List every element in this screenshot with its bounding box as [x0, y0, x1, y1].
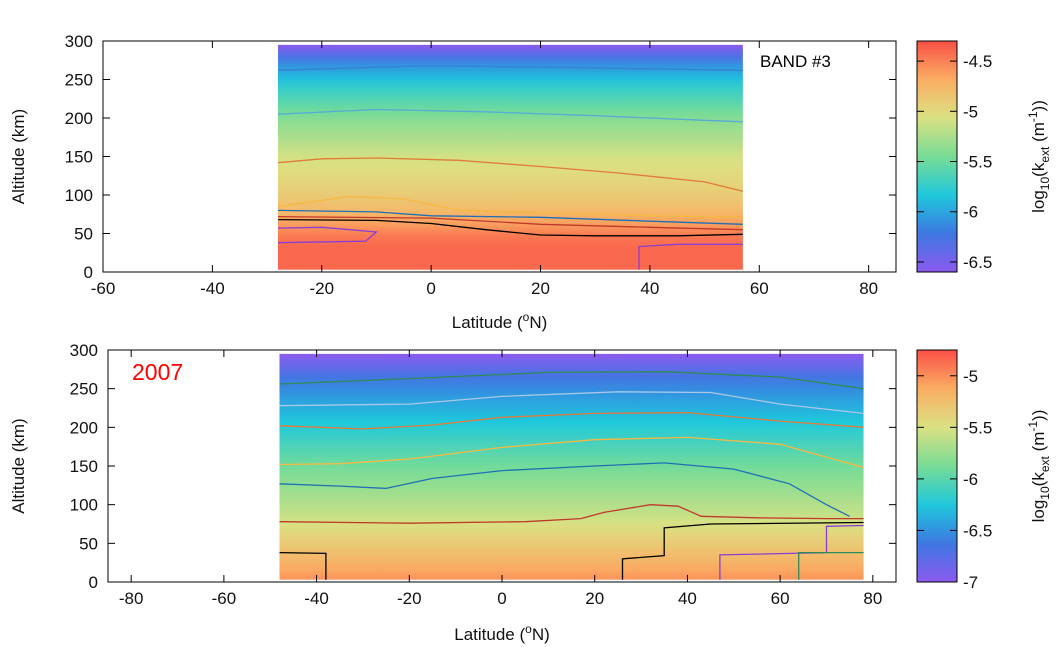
- x-axis-label: Latitude (oN): [454, 622, 550, 644]
- colorbar-tick-label: -5: [963, 367, 978, 386]
- y-axis-label: Altitude (km): [9, 418, 28, 513]
- contour-line-5: [279, 504, 864, 524]
- x-tick-label: -60: [91, 279, 116, 298]
- colorbar-label-close: )): [1029, 410, 1048, 421]
- y-tick-label: 300: [70, 341, 98, 360]
- x-axis-label-text: Latitude (: [454, 625, 525, 644]
- colorbar-label-exponent: -1: [1026, 111, 1040, 122]
- x-tick-label: 60: [750, 279, 769, 298]
- y-tick-label: 0: [84, 263, 93, 282]
- colorbar: [916, 349, 958, 583]
- contour-line-9: [279, 391, 864, 415]
- contour-line-7: [279, 436, 864, 469]
- x-tick-label: 80: [863, 589, 882, 608]
- colorbar-label-sub: 10: [1038, 177, 1052, 191]
- y-tick-label: 300: [65, 32, 93, 51]
- contour-line-8: [279, 411, 864, 430]
- x-tick-label: 20: [585, 589, 604, 608]
- x-tick-label: -40: [304, 589, 329, 608]
- x-axis-label: Latitude (oN): [452, 310, 548, 332]
- contour-line-9: [277, 64, 743, 71]
- contour-line-8: [277, 108, 743, 123]
- colorbar-label-log: log: [1029, 190, 1048, 213]
- colorbar-tick-label: -5.5: [963, 153, 992, 172]
- colorbar-label-log: log: [1029, 500, 1048, 523]
- y-tick-label: 50: [74, 225, 93, 244]
- x-tick-label: -40: [200, 279, 225, 298]
- x-tick-label: -20: [309, 279, 334, 298]
- colorbar-label-sub: 10: [1038, 486, 1052, 500]
- colorbar-label-k: (k: [1029, 472, 1048, 487]
- colorbar-tick-label: -4.5: [963, 52, 992, 71]
- contour-line-6: [277, 195, 743, 218]
- y-tick-label: 150: [70, 457, 98, 476]
- panel-annotation: 2007: [132, 359, 183, 385]
- colorbar-label: log10(kext (m-1)): [1026, 100, 1052, 213]
- colorbar-label-unit: (m: [1029, 432, 1048, 457]
- x-axis-label-superscript: o: [523, 310, 530, 324]
- y-tick-label: 200: [70, 418, 98, 437]
- colorbar-tick-label: -5.5: [963, 418, 992, 437]
- x-tick-label: 80: [859, 279, 878, 298]
- contour-line-4: [277, 215, 743, 231]
- colorbar-label-exponent: -1: [1026, 421, 1040, 432]
- colorbar-tick-label: -6: [963, 470, 978, 489]
- colorbar-tick-label: -6.5: [963, 253, 992, 272]
- y-tick-label: 200: [65, 109, 93, 128]
- y-tick-label: 100: [65, 186, 93, 205]
- contour-line-1: [277, 226, 379, 244]
- x-axis-label-superscript: o: [525, 622, 532, 636]
- x-tick-label: -20: [397, 589, 422, 608]
- x-tick-label: 0: [497, 589, 506, 608]
- colorbar-tick-label: -6.5: [963, 521, 992, 540]
- contour-line-7: [277, 157, 744, 192]
- colorbar-label-k: (k: [1029, 162, 1048, 177]
- y-tick-label: 150: [65, 148, 93, 167]
- colorbar-tick-label: -5: [963, 102, 978, 121]
- x-tick-label: 40: [640, 279, 659, 298]
- panel-annotation: BAND #3: [760, 52, 831, 71]
- x-tick-label: 40: [678, 589, 697, 608]
- contour-line-4: [798, 551, 864, 580]
- colorbar-tick-label: -6: [963, 203, 978, 222]
- colorbar-label: log10(kext (m-1)): [1026, 410, 1052, 523]
- x-axis-label-unit: N): [529, 313, 547, 332]
- y-tick-label: 250: [65, 71, 93, 90]
- contour-line-5: [277, 209, 743, 225]
- colorbar-label-ext: ext: [1038, 455, 1052, 472]
- y-tick-label: 250: [70, 380, 98, 399]
- y-tick-label: 0: [89, 573, 98, 592]
- x-axis-label-unit: N): [532, 625, 550, 644]
- y-tick-label: 50: [79, 534, 98, 553]
- colorbar-tick-label: -7: [963, 573, 978, 592]
- x-tick-label: 0: [426, 279, 435, 298]
- y-axis-label: Altitude (km): [9, 109, 28, 204]
- contour-line-10: [279, 371, 864, 390]
- contour-line-2: [638, 243, 743, 270]
- x-tick-label: 60: [771, 589, 790, 608]
- colorbar-label-unit: (m: [1029, 122, 1048, 147]
- contour-line-2: [621, 521, 864, 580]
- contour-line-6: [279, 462, 850, 517]
- x-tick-label: 20: [531, 279, 550, 298]
- colorbar-label-close: )): [1029, 100, 1048, 111]
- y-tick-label: 100: [70, 496, 98, 515]
- x-axis-label-text: Latitude (: [452, 313, 523, 332]
- contour-line-1: [279, 551, 327, 580]
- colorbar: [916, 40, 958, 273]
- colorbar-label-ext: ext: [1038, 146, 1052, 163]
- contour-line-3: [277, 218, 743, 237]
- x-tick-label: -80: [119, 589, 144, 608]
- chart-panel-1: -60 -40 -20 0 20 40 60 80 0 50 100 150 200 250 300 Lati…: [9, 32, 1052, 332]
- chart-panel-2: -80 -60 -40 -20 0 20 40 60 80 0 50 100 150 200 250 300 L…: [9, 341, 1052, 644]
- x-tick-label: -60: [212, 589, 237, 608]
